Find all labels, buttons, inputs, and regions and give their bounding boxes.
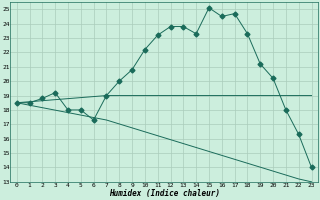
X-axis label: Humidex (Indice chaleur): Humidex (Indice chaleur) xyxy=(108,189,220,198)
